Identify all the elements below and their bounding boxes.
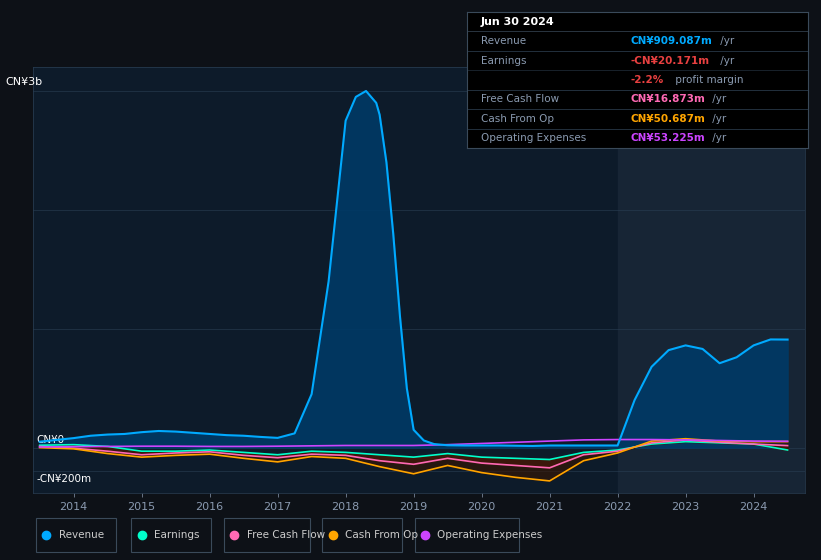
FancyBboxPatch shape: [415, 518, 520, 552]
Text: /yr: /yr: [717, 55, 734, 66]
Text: Free Cash Flow: Free Cash Flow: [246, 530, 324, 540]
FancyBboxPatch shape: [323, 518, 402, 552]
Text: Revenue: Revenue: [480, 36, 525, 46]
Text: Operating Expenses: Operating Expenses: [480, 133, 586, 143]
Text: -CN¥20.171m: -CN¥20.171m: [631, 55, 710, 66]
Text: Revenue: Revenue: [59, 530, 103, 540]
Text: /yr: /yr: [709, 95, 727, 104]
Text: Earnings: Earnings: [154, 530, 200, 540]
Text: CN¥909.087m: CN¥909.087m: [631, 36, 713, 46]
Text: CN¥50.687m: CN¥50.687m: [631, 114, 705, 124]
Text: CN¥3b: CN¥3b: [6, 77, 43, 87]
FancyBboxPatch shape: [223, 518, 310, 552]
Text: Earnings: Earnings: [480, 55, 526, 66]
Text: -CN¥200m: -CN¥200m: [37, 474, 92, 483]
Text: Operating Expenses: Operating Expenses: [438, 530, 543, 540]
Text: Jun 30 2024: Jun 30 2024: [480, 17, 554, 27]
Text: -2.2%: -2.2%: [631, 75, 664, 85]
Text: Cash From Op: Cash From Op: [345, 530, 418, 540]
Text: Free Cash Flow: Free Cash Flow: [480, 95, 559, 104]
Bar: [617, 67, 805, 493]
Text: /yr: /yr: [717, 36, 734, 46]
Text: Cash From Op: Cash From Op: [480, 114, 553, 124]
Text: /yr: /yr: [709, 114, 727, 124]
FancyBboxPatch shape: [131, 518, 212, 552]
Text: CN¥16.873m: CN¥16.873m: [631, 95, 705, 104]
Text: CN¥53.225m: CN¥53.225m: [631, 133, 705, 143]
Text: /yr: /yr: [709, 133, 727, 143]
Text: profit margin: profit margin: [672, 75, 743, 85]
FancyBboxPatch shape: [36, 518, 116, 552]
Text: CN¥0: CN¥0: [37, 436, 65, 446]
